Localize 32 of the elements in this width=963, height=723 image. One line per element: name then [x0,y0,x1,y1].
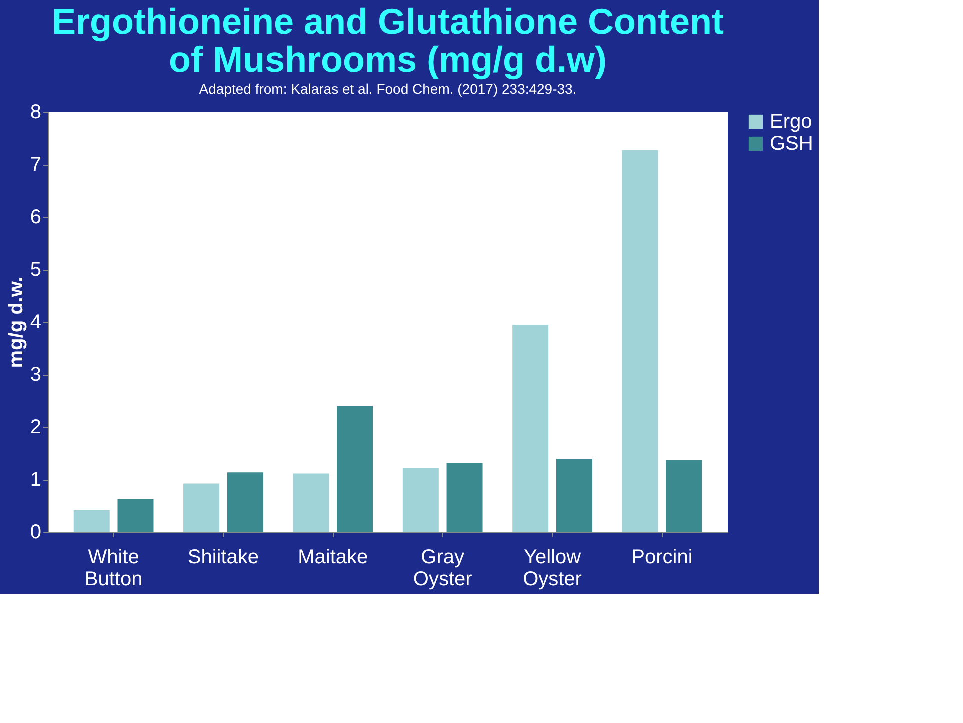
y-tick-label: 4 [30,312,42,334]
bar [293,474,330,532]
bar [402,468,439,532]
x-tick-label: Porcini [632,546,693,568]
bar [512,325,549,532]
bar [337,406,374,532]
x-tick-label: Shiitake [188,546,260,568]
chart-title: Ergothioneine and Glutathione Content of Mushrooms (mg/g d.w) [52,1,724,80]
bar [622,150,658,532]
y-tick-label: 3 [30,364,42,386]
y-tick-label: 6 [30,206,42,228]
x-tick-label: Yellow Oyster [523,546,582,590]
legend-label: Ergo [770,111,812,133]
y-axis-title: mg/g d.w. [5,276,28,368]
y-tick-label: 0 [30,522,42,544]
bar [74,510,110,532]
x-tick-label: White Button [84,546,143,590]
legend-label: GSH [770,133,814,155]
y-tick-label: 8 [30,102,42,124]
y-tick-label: 1 [30,469,42,491]
bar [184,484,220,532]
bar [556,459,592,532]
bar [446,463,483,532]
bar [227,472,264,532]
bar [666,460,702,532]
y-tick-label: 2 [30,416,42,438]
x-tick-label: Gray Oyster [413,546,473,590]
x-tick-label: Maitake [298,546,368,568]
y-tick-label: 7 [30,154,42,176]
y-tick-label: 5 [30,259,42,281]
bar [118,499,154,532]
text: Adapted from: Kalaras et al. Food Chem. (2017) 233:429-33. [199,81,577,97]
